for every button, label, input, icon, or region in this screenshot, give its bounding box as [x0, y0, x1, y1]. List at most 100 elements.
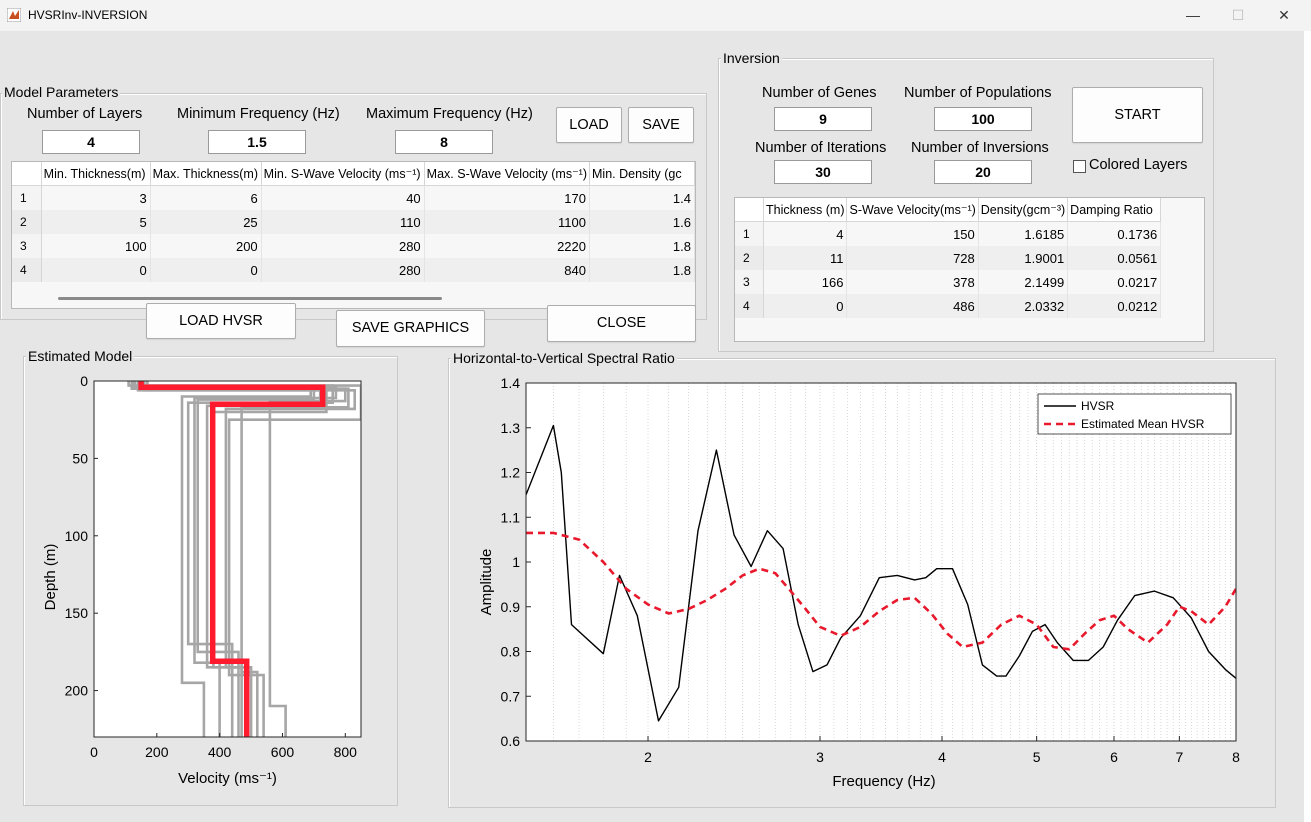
table-cell[interactable]: 150 — [846, 221, 979, 246]
estimated-model-title: Estimated Model — [26, 348, 135, 364]
table-row[interactable]: 1 3 6 40 170 1.4 — [12, 185, 695, 210]
x-tick-label: 600 — [271, 744, 295, 760]
inversion-panel — [718, 58, 1214, 352]
column-header[interactable]: Thickness (m) — [763, 198, 848, 222]
inversion-title: Inversion — [721, 50, 782, 66]
table-cell[interactable]: 0.0217 — [1067, 270, 1162, 294]
table-cell[interactable]: 0.0212 — [1067, 294, 1162, 318]
table-cell[interactable]: 3 — [41, 185, 151, 210]
min-frequency-input[interactable]: 1.5 — [208, 130, 306, 154]
window-title: HVSRInv-INVERSION — [28, 8, 148, 22]
close-button[interactable]: CLOSE — [547, 305, 696, 342]
table-cell[interactable]: 25 — [150, 210, 262, 234]
num-layers-input[interactable]: 4 — [42, 130, 140, 154]
table-cell[interactable]: 840 — [424, 258, 591, 282]
table-cell[interactable]: 100 — [41, 234, 151, 258]
maximize-icon[interactable]: ☐ — [1231, 7, 1245, 23]
column-header[interactable]: Max. Thickness(m) — [150, 162, 262, 186]
y-tick-label: 0.9 — [501, 599, 521, 615]
column-header[interactable]: Density(gcm⁻³) — [978, 198, 1069, 222]
column-header[interactable]: Max. S-Wave Velocity (ms⁻¹) — [424, 162, 591, 186]
inversion-results-grid: Thickness (m) S-Wave Velocity(ms⁻¹) Densit… — [735, 198, 1162, 318]
column-header[interactable]: Min. Thickness(m) — [41, 162, 151, 186]
load-button[interactable]: LOAD — [556, 107, 622, 143]
estimated-model-chart[interactable]: 0 200 400 600 800 0 50 100 150 200 Velocity (ms⁻¹)… — [24, 362, 395, 802]
table-cell[interactable]: 280 — [261, 258, 425, 282]
table-row[interactable]: 2 11 728 1.9001 0.0561 — [735, 246, 1162, 270]
y-tick-label: 0.6 — [501, 733, 521, 749]
table-cell[interactable]: 1.8 — [589, 258, 695, 282]
table-cell[interactable]: 0 — [41, 258, 151, 282]
genes-input[interactable]: 9 — [774, 107, 872, 131]
table-cell[interactable]: 0.0561 — [1067, 246, 1162, 270]
table-cell[interactable]: 5 — [41, 210, 151, 234]
table-cell[interactable]: 166 — [763, 270, 848, 294]
x-tick-label: 4 — [938, 749, 946, 765]
column-header[interactable]: Min. Density (gc — [589, 162, 695, 186]
row-number: 3 — [12, 234, 42, 258]
table-cell[interactable]: 2.0332 — [978, 294, 1069, 318]
table-cell[interactable]: 4 — [763, 221, 848, 246]
title-bar: HVSRInv-INVERSION — ☐ ✕ — [0, 0, 1311, 31]
table-cell[interactable]: 2.1499 — [978, 270, 1069, 294]
start-button[interactable]: START — [1072, 87, 1203, 143]
column-header[interactable]: Min. S-Wave Velocity (ms⁻¹) — [261, 162, 425, 186]
table-cell[interactable]: 1.6 — [589, 210, 695, 234]
table-cell[interactable]: 1.8 — [589, 234, 695, 258]
table-row[interactable]: 3 166 378 2.1499 0.0217 — [735, 270, 1162, 294]
iterations-label: Number of Iterations — [755, 140, 887, 156]
table-cell[interactable]: 0 — [763, 294, 848, 318]
table-cell[interactable]: 378 — [846, 270, 979, 294]
table-cell[interactable]: 0.1736 — [1067, 221, 1162, 246]
plot-area — [94, 381, 361, 737]
max-frequency-input[interactable]: 8 — [395, 130, 493, 154]
table-row[interactable]: 4 0 0 280 840 1.8 — [12, 258, 695, 282]
table-cell[interactable]: 0 — [150, 258, 262, 282]
table-row[interactable]: 2 5 25 110 1100 1.6 — [12, 210, 695, 234]
column-header[interactable]: S-Wave Velocity(ms⁻¹) — [846, 198, 979, 222]
table-cell[interactable]: 280 — [261, 234, 425, 258]
hvsr-chart[interactable]: 2 3 4 5 6 7 8 0.6 0.7 0.8 0.9 1 1.1 1.2 1.3 1.4 Frequenc… — [449, 364, 1273, 804]
table-cell[interactable]: 11 — [763, 246, 848, 270]
close-window-icon[interactable]: ✕ — [1278, 7, 1290, 23]
table-cell[interactable]: 1.4 — [589, 185, 695, 210]
minimize-icon[interactable]: — — [1186, 7, 1200, 23]
table-row[interactable]: 4 0 486 2.0332 0.0212 — [735, 294, 1162, 318]
load-hvsr-button[interactable]: LOAD HVSR — [146, 303, 296, 339]
table-header-row: Min. Thickness(m) Max. Thickness(m) Min. S… — [12, 162, 695, 186]
mean-hvsr-series-line — [526, 531, 1236, 651]
table-cell[interactable]: 486 — [846, 294, 979, 318]
table-cell[interactable]: 200 — [150, 234, 262, 258]
iterations-input[interactable]: 30 — [774, 160, 872, 184]
table-row[interactable]: 3 100 200 280 2220 1.8 — [12, 234, 695, 258]
populations-input[interactable]: 100 — [934, 107, 1032, 131]
legend-box — [1037, 393, 1232, 435]
y-tick-label: 1.1 — [501, 509, 521, 525]
inversions-input[interactable]: 20 — [934, 160, 1032, 184]
table-row[interactable]: 1 4 150 1.6185 0.1736 — [735, 221, 1162, 246]
table-cell[interactable]: 170 — [424, 185, 591, 210]
model-parameters-table[interactable]: Min. Thickness(m) Max. Thickness(m) Min. S… — [11, 161, 696, 309]
table-cell[interactable]: 2220 — [424, 234, 591, 258]
table-cell[interactable]: 728 — [846, 246, 979, 270]
y-axis-label: Amplitude — [478, 549, 495, 616]
save-button[interactable]: SAVE — [628, 107, 694, 143]
table-cell[interactable]: 1.9001 — [978, 246, 1069, 270]
y-tick-label: 50 — [72, 450, 88, 466]
column-header[interactable]: Damping Ratio — [1067, 198, 1162, 222]
num-layers-label: Number of Layers — [27, 106, 143, 122]
max-frequency-label: Maximum Frequency (Hz) — [366, 106, 533, 122]
inversion-results-table[interactable]: Thickness (m) S-Wave Velocity(ms⁻¹) Densit… — [734, 197, 1205, 342]
colored-layers-checkbox[interactable] — [1073, 160, 1086, 173]
y-tick-label: 200 — [65, 683, 89, 699]
y-tick-label: 1.3 — [501, 420, 521, 436]
save-graphics-button[interactable]: SAVE GRAPHICS — [336, 310, 485, 347]
horizontal-scrollbar[interactable] — [58, 297, 442, 300]
table-cell[interactable]: 6 — [150, 185, 262, 210]
hvsr-series-line — [526, 424, 1236, 722]
table-cell[interactable]: 1100 — [424, 210, 591, 234]
table-cell[interactable]: 110 — [261, 210, 425, 234]
table-cell[interactable]: 1.6185 — [978, 221, 1069, 246]
table-cell[interactable]: 40 — [261, 185, 425, 210]
